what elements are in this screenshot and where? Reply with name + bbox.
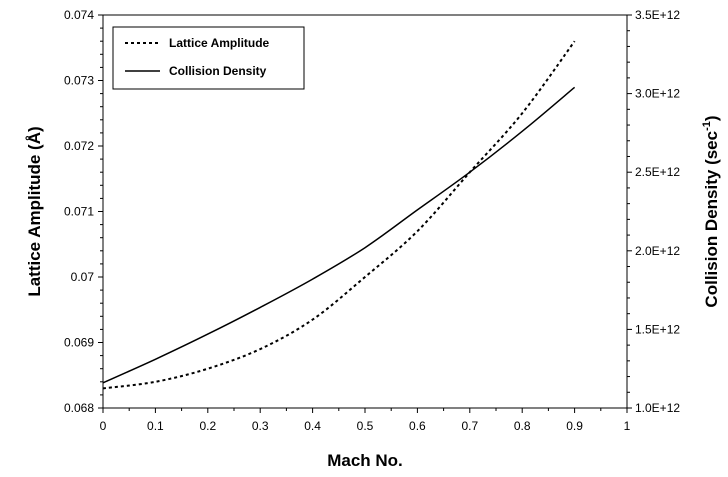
x-tick-label: 1 xyxy=(624,419,631,433)
y-tick-label: 0.068 xyxy=(64,401,94,415)
x-tick-label: 0.2 xyxy=(199,419,216,433)
y2-tick-label: 2.5E+12 xyxy=(635,165,680,179)
y-tick-label: 0.071 xyxy=(64,205,94,219)
series-line-collision-density xyxy=(102,86,576,384)
y2-tick-label: 2.0E+12 xyxy=(635,244,680,258)
y2-axis-title-end: ) xyxy=(702,115,721,121)
y2-tick-label: 3.0E+12 xyxy=(635,87,680,101)
legend: Lattice Amplitude Collision Density xyxy=(112,26,305,90)
y-tick-label: 0.073 xyxy=(64,74,94,88)
y-tick-label: 0.069 xyxy=(64,336,94,350)
x-tick-label: 0 xyxy=(100,419,107,433)
y2-tick-label: 3.5E+12 xyxy=(635,8,680,22)
y2-axis-title-sup: -1 xyxy=(701,121,713,131)
legend-label-collision-density: Collision Density xyxy=(169,64,267,78)
y-axis-left: 0.068 0.069 0.07 0.071 0.072 0.073 0.074 xyxy=(64,8,103,415)
legend-label-lattice-amplitude: Lattice Amplitude xyxy=(169,36,270,50)
x-tick-label: 0.3 xyxy=(252,419,269,433)
series-layer xyxy=(102,40,576,390)
series-line-lattice-amplitude xyxy=(102,40,576,390)
x-tick-label: 0.5 xyxy=(357,419,374,433)
y2-axis-title: Collision Density (sec-1) xyxy=(701,115,721,307)
y2-axis-title-main: Collision Density (sec xyxy=(702,131,721,308)
legend-box xyxy=(112,26,305,90)
x-axis: 0 0.1 0.2 0.3 0.4 0.5 0.6 0.7 0.8 0.9 1 xyxy=(100,408,631,433)
x-tick-label: 0.7 xyxy=(461,419,478,433)
y-tick-label: 0.072 xyxy=(64,139,94,153)
y-axis-title: Lattice Amplitude (Å) xyxy=(25,126,44,296)
x-tick-label: 0.4 xyxy=(304,419,321,433)
x-tick-label: 0.8 xyxy=(514,419,531,433)
y2-tick-label: 1.0E+12 xyxy=(635,401,680,415)
x-tick-label: 0.6 xyxy=(409,419,426,433)
x-tick-label: 0.1 xyxy=(147,419,164,433)
x-tick-label: 0.9 xyxy=(566,419,583,433)
y-axis-right: 1.0E+12 1.5E+12 2.0E+12 2.5E+12 3.0E+12 3.5E+… xyxy=(627,8,680,415)
y-tick-label: 0.07 xyxy=(71,270,95,284)
y2-tick-label: 1.5E+12 xyxy=(635,322,680,336)
x-axis-title: Mach No. xyxy=(327,451,403,470)
y-tick-label: 0.074 xyxy=(64,8,94,22)
